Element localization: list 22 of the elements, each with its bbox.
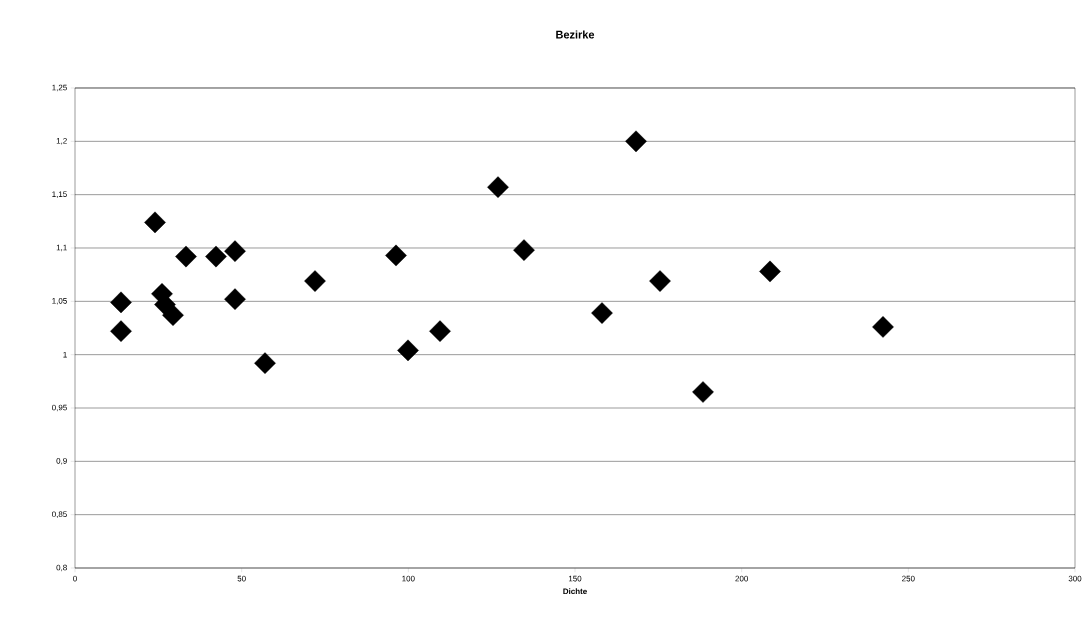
point [397, 339, 419, 362]
point [224, 240, 246, 262]
point [513, 239, 535, 261]
point [625, 130, 647, 153]
point [591, 302, 613, 324]
chart-title: Bezirke [556, 30, 595, 39]
point [649, 270, 671, 292]
point [254, 352, 276, 374]
point [224, 288, 246, 310]
point [429, 320, 451, 342]
point [110, 291, 132, 314]
point [144, 211, 166, 234]
point [205, 245, 227, 268]
point [110, 320, 132, 342]
point [385, 244, 407, 267]
point [692, 381, 714, 403]
point [175, 245, 197, 268]
point [872, 316, 894, 338]
point [304, 270, 326, 292]
point [487, 176, 509, 198]
point [759, 260, 781, 283]
point [162, 304, 184, 326]
